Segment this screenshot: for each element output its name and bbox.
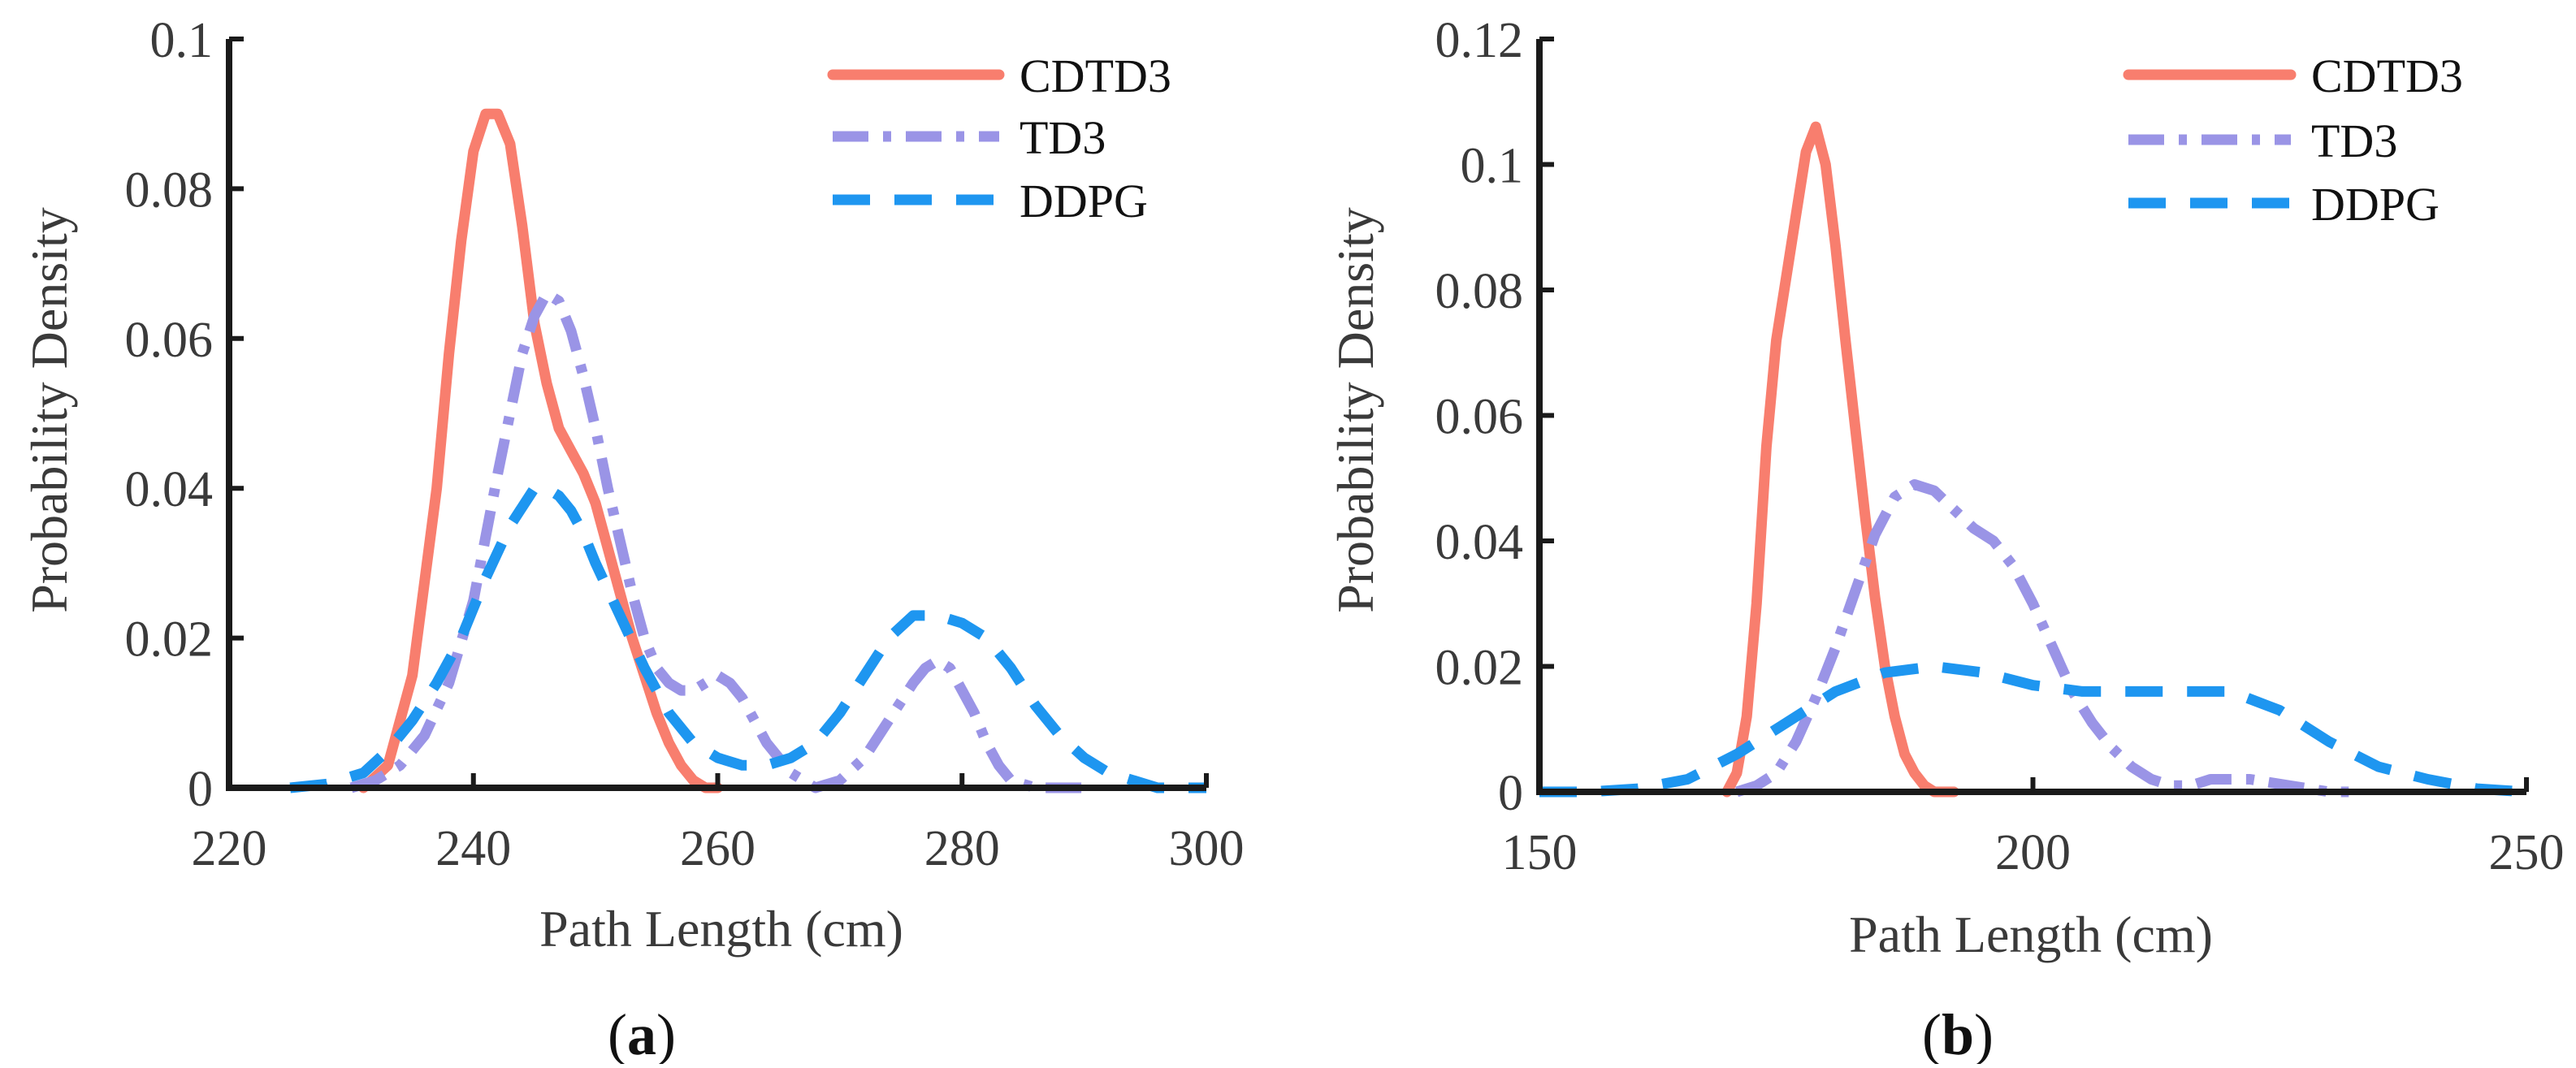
panel-a-legend-label-td3: TD3 [1020, 111, 1106, 164]
panel-b-series-ddpg-line [1539, 661, 2527, 798]
panel-b-y-axis-title: Probability Density [1327, 207, 1384, 613]
panel-a-x-tick-label: 220 [192, 821, 267, 876]
panel-a-y-tick-label: 0.1 [150, 13, 214, 68]
panel-b-legend-label-cdtd3: CDTD3 [2311, 50, 2463, 102]
panel-a-legend: CDTD3 TD3 DDPG [827, 50, 1171, 227]
panel-a-tick-labels: 0 0.02 0.04 0.06 0.08 0.1 220 240 260 280 300 [125, 13, 1245, 876]
panel-b-y-tick-label: 0.08 [1435, 264, 1524, 319]
panel-a-x-tick-label: 280 [924, 821, 1000, 876]
panel-a-y-axis-title: Probability Density [20, 207, 78, 613]
panel-a-series-layer [289, 108, 1206, 793]
panel-b-legend: CDTD3 TD3 DDPG [2123, 50, 2463, 231]
panel-b-y-tick-label: 0.1 [1461, 139, 1524, 194]
panel-b: 0 0.02 0.04 0.06 0.08 0.1 0.12 150 200 250 Path L… [1327, 13, 2565, 1067]
panel-a-y-tick-label: 0.08 [125, 162, 214, 218]
panel-b-y-tick-label: 0.06 [1435, 390, 1524, 445]
panel-a-axes [226, 37, 1209, 791]
panel-b-series-layer [1539, 121, 2527, 798]
panel-a-caption: (a) [608, 1002, 676, 1064]
panel-b-tick-labels: 0 0.02 0.04 0.06 0.08 0.1 0.12 150 200 250 [1435, 13, 2565, 880]
panel-a: 0 0.02 0.04 0.06 0.08 0.1 220 240 260 280 300 Path… [20, 13, 1245, 1067]
panel-a-legend-label-cdtd3: CDTD3 [1020, 50, 1171, 102]
panel-a-legend-label-ddpg: DDPG [1020, 175, 1148, 227]
panel-a-caption-letter: a [627, 1002, 656, 1064]
panel-a-y-tick-label: 0 [188, 762, 213, 817]
panel-b-x-tick-label: 200 [1995, 825, 2071, 880]
panel-b-legend-label-ddpg: DDPG [2311, 178, 2440, 231]
panel-b-y-tick-label: 0.04 [1435, 515, 1524, 570]
panel-a-x-tick-label: 240 [435, 821, 511, 876]
panel-b-series-cdtd3-line [1721, 121, 1959, 798]
panel-a-y-tick-label: 0.04 [125, 462, 214, 517]
panel-a-series-td3-line [349, 288, 1085, 793]
panel-b-x-tick-label: 250 [2489, 825, 2565, 880]
panel-a-x-tick-label: 300 [1169, 821, 1245, 876]
panel-b-legend-label-td3: TD3 [2311, 115, 2397, 167]
panel-b-caption: (b) [1922, 1002, 1994, 1064]
panel-a-series-ddpg-line [289, 482, 1206, 793]
panel-b-series-td3-line [1735, 479, 2349, 798]
panel-a-y-tick-label: 0.06 [125, 313, 214, 368]
panel-b-axes [1536, 37, 2529, 795]
panel-a-x-tick-label: 260 [680, 821, 755, 876]
panel-a-x-axis-title: Path Length (cm) [539, 900, 903, 958]
panel-b-y-tick-label: 0.12 [1435, 13, 1524, 68]
panel-b-x-tick-label: 150 [1502, 825, 1578, 880]
panel-b-y-tick-label: 0.02 [1435, 641, 1524, 696]
panel-a-series-cdtd3-line [357, 108, 723, 793]
panel-b-x-axis-title: Path Length (cm) [1849, 906, 2213, 963]
panel-b-y-tick-label: 0 [1498, 766, 1523, 821]
panel-b-caption-letter: b [1942, 1002, 1974, 1064]
panel-a-y-tick-label: 0.02 [125, 612, 214, 668]
